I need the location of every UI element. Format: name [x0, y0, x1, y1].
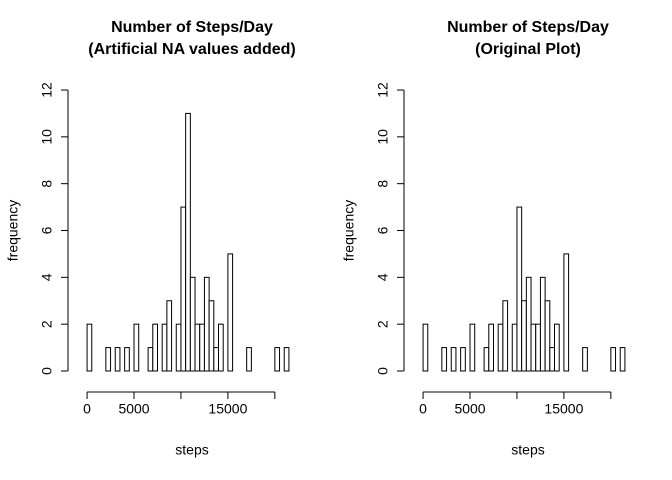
x-tick-label: 0 — [419, 401, 427, 417]
bar — [213, 347, 220, 372]
bar — [469, 323, 476, 372]
bar — [189, 276, 196, 372]
bar — [218, 323, 224, 372]
y-tick-label: 10 — [39, 129, 55, 145]
bar — [502, 300, 509, 372]
x-axis-label: steps — [175, 442, 208, 458]
bar — [199, 323, 205, 372]
bar — [422, 323, 429, 372]
bar — [185, 112, 191, 372]
bar — [194, 323, 201, 372]
y-axis-label: frequency — [341, 200, 357, 261]
chart-title: (Original Plot) — [475, 41, 581, 58]
bar — [86, 323, 93, 372]
chart-title: Number of Steps/Day — [111, 19, 273, 36]
bar — [441, 347, 448, 372]
y-tick-label: 12 — [375, 82, 391, 98]
bar — [582, 347, 588, 372]
x-axis-label: steps — [511, 442, 544, 458]
bar — [525, 276, 532, 372]
y-tick-label: 8 — [375, 180, 391, 188]
chart-title: Number of Steps/Day — [447, 19, 609, 36]
bar — [535, 323, 541, 372]
bar — [488, 323, 494, 372]
y-tick-label: 12 — [39, 82, 55, 98]
y-tick-label: 8 — [39, 180, 55, 188]
bar — [283, 347, 290, 372]
bar — [460, 347, 466, 372]
bar — [105, 347, 112, 372]
bar — [610, 347, 617, 372]
y-tick-label: 2 — [375, 320, 391, 328]
y-tick-label: 4 — [39, 273, 55, 281]
bar — [549, 347, 556, 372]
bar — [497, 323, 504, 372]
y-tick-label: 4 — [375, 273, 391, 281]
y-axis-label: frequency — [5, 200, 21, 261]
y-tick-label: 2 — [39, 320, 55, 328]
y-tick-label: 0 — [39, 367, 55, 375]
y-tick-label: 0 — [375, 367, 391, 375]
bar — [246, 347, 252, 372]
bar — [147, 347, 154, 372]
bar — [133, 323, 140, 372]
bar — [530, 323, 537, 372]
bar — [483, 347, 490, 372]
bar — [544, 300, 551, 372]
x-tick-label: 15000 — [208, 401, 247, 417]
bar — [511, 323, 518, 372]
bar — [516, 206, 523, 372]
x-tick-label: 5000 — [118, 401, 149, 417]
bar — [203, 276, 210, 372]
bar — [539, 276, 546, 372]
bar — [521, 300, 527, 372]
bar — [563, 253, 570, 372]
bar — [175, 323, 182, 372]
x-tick-label: 15000 — [544, 401, 583, 417]
chart-title: (Artificial NA values added) — [88, 41, 295, 58]
bar — [208, 300, 215, 372]
bar — [152, 323, 158, 372]
bar — [114, 347, 121, 372]
bar — [180, 206, 187, 372]
y-tick-label: 6 — [39, 226, 55, 234]
bar — [124, 347, 130, 372]
x-tick-label: 0 — [83, 401, 91, 417]
bar — [227, 253, 234, 372]
bar — [619, 347, 626, 372]
y-tick-label: 10 — [375, 129, 391, 145]
bar — [274, 347, 281, 372]
bar — [161, 323, 168, 372]
y-tick-label: 6 — [375, 226, 391, 234]
x-tick-label: 5000 — [454, 401, 485, 417]
bar — [166, 300, 173, 372]
bar — [554, 323, 560, 372]
bar — [450, 347, 457, 372]
